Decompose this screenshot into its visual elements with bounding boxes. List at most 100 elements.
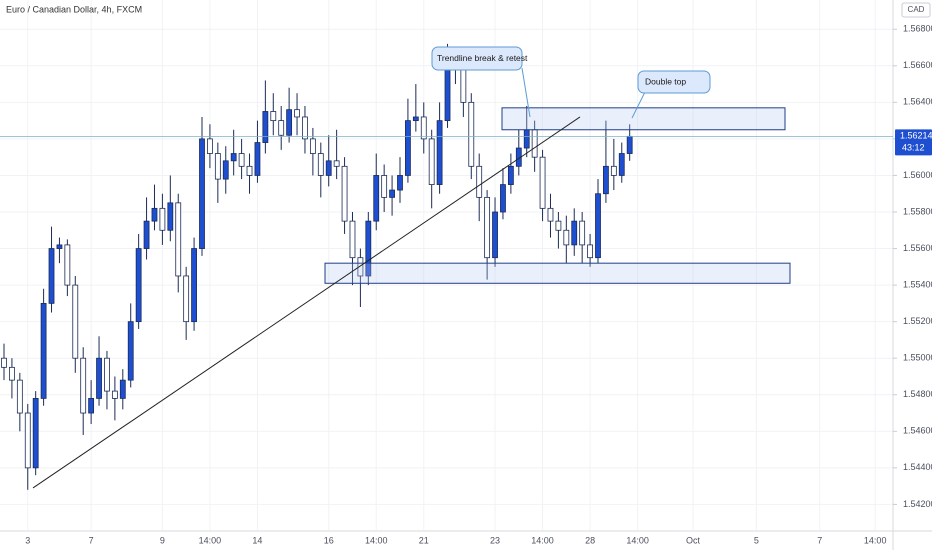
- y-tick-label: 1.56800: [903, 24, 932, 34]
- candle-body: [412, 116, 419, 122]
- candle-body: [199, 138, 205, 249]
- candle-body: [135, 248, 142, 323]
- candle-body: [618, 153, 625, 176]
- trendline: [32, 116, 581, 489]
- candle-body: [484, 196, 491, 259]
- last-price-box: [895, 129, 932, 156]
- candle-body: [111, 390, 118, 399]
- candle-body: [317, 153, 324, 176]
- candle-body: [151, 207, 158, 222]
- candle-body: [476, 165, 483, 198]
- x-tick-label: 7: [89, 535, 94, 545]
- callout-pointer: [521, 67, 531, 118]
- candle-body: [579, 220, 586, 246]
- candle-body: [207, 138, 213, 154]
- candle-body: [357, 257, 364, 277]
- currency-label: CAD: [908, 5, 925, 14]
- countdown-label: 43:12: [902, 143, 925, 153]
- candle-body: [468, 101, 475, 167]
- candle-body: [1, 357, 7, 368]
- y-tick-label: 1.56400: [903, 97, 932, 107]
- candle-body: [159, 207, 166, 231]
- candle-body: [436, 120, 443, 185]
- candle-body: [420, 116, 427, 140]
- y-tick-label: 1.55600: [903, 243, 932, 253]
- candle-body: [381, 175, 388, 198]
- candle-body: [603, 165, 609, 195]
- candle-body: [214, 153, 221, 180]
- candle-body: [238, 153, 245, 167]
- candle-body: [278, 120, 285, 136]
- candle-body: [389, 189, 395, 198]
- candle-body: [191, 248, 197, 323]
- x-tick-label: 14: [252, 535, 262, 545]
- callout-text: Double top: [645, 76, 686, 86]
- x-tick-label: 14:00: [531, 535, 554, 545]
- y-tick-label: 1.54200: [903, 499, 932, 509]
- candle-body: [373, 175, 380, 222]
- callout-box: [431, 46, 523, 71]
- candle-body: [32, 398, 39, 469]
- candle-body: [286, 109, 293, 136]
- candle-body: [595, 193, 601, 259]
- candle-body: [397, 175, 403, 191]
- candle-body: [16, 379, 23, 414]
- candle-body: [222, 160, 229, 180]
- x-tick-label: 9: [160, 535, 165, 545]
- candle-body: [143, 220, 150, 249]
- candle-body: [333, 160, 340, 167]
- x-tick-label: 28: [585, 535, 595, 545]
- x-tick-label: 21: [419, 535, 429, 545]
- y-tick-label: 1.55200: [903, 316, 932, 326]
- x-tick-label: 14:00: [626, 535, 649, 545]
- callout-pointer: [631, 91, 646, 119]
- candle-body: [175, 202, 182, 277]
- candle-body: [9, 366, 15, 381]
- candle-body: [610, 165, 617, 176]
- candle-body: [563, 229, 570, 246]
- candle-body: [547, 207, 554, 222]
- callout-box: [637, 70, 711, 94]
- candle-body: [539, 156, 546, 209]
- candle-body: [341, 165, 348, 222]
- candle-body: [325, 160, 332, 176]
- candle-body: [626, 135, 633, 154]
- candle-body: [96, 357, 102, 399]
- candle-body: [127, 321, 134, 381]
- candle-body: [270, 111, 277, 122]
- candle-body: [230, 153, 237, 162]
- x-tick-label: 23: [490, 535, 500, 545]
- candle-body: [40, 302, 47, 399]
- y-tick-label: 1.54800: [903, 389, 932, 399]
- y-tick-label: 1.56600: [903, 60, 932, 70]
- candle-body: [460, 65, 467, 103]
- candle-body: [183, 275, 190, 323]
- candle-body: [72, 284, 79, 359]
- candle-body: [104, 357, 110, 392]
- y-tick-label: 1.55400: [903, 279, 932, 289]
- candle-body: [349, 220, 356, 259]
- candle-body: [88, 398, 95, 414]
- candle-body: [294, 109, 300, 118]
- candle-body: [48, 248, 55, 304]
- x-tick-label: 16: [324, 535, 334, 545]
- candle-body: [24, 412, 31, 469]
- candle-body: [428, 138, 435, 185]
- candle-body: [507, 165, 514, 185]
- candle-body: [246, 165, 253, 176]
- candle-body: [531, 129, 538, 158]
- y-tick-label: 1.55800: [903, 206, 932, 216]
- x-tick-label: Oct: [686, 535, 701, 545]
- candle-body: [555, 220, 562, 231]
- chart-title: Euro / Canadian Dollar, 4h, FXCM: [6, 4, 142, 14]
- callout-text: Trendline break & retest: [437, 53, 528, 63]
- x-tick-label: 7: [817, 535, 822, 545]
- candle-body: [500, 184, 506, 213]
- currency-box[interactable]: [901, 2, 931, 18]
- candle-body: [523, 129, 530, 149]
- candle-body: [587, 244, 593, 259]
- candle-body: [302, 116, 308, 140]
- x-tick-label: 14:00: [864, 535, 887, 545]
- x-tick-label: 14:00: [199, 535, 222, 545]
